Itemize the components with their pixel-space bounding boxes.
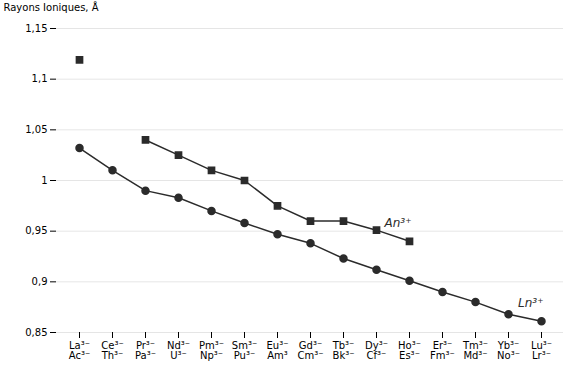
svg-text:Sm³⁻Pu³⁻: Sm³⁻Pu³⁻	[232, 340, 257, 361]
svg-text:Dy³⁻Cf³⁻: Dy³⁻Cf³⁻	[365, 340, 388, 361]
svg-text:An³⁺: An³⁺	[384, 216, 412, 230]
svg-text:Tb³⁻Bk³⁻: Tb³⁻Bk³⁻	[332, 340, 355, 361]
svg-text:1,15: 1,15	[25, 23, 47, 34]
svg-text:Yb³⁻No³⁻: Yb³⁻No³⁻	[497, 340, 520, 361]
svg-text:0,95: 0,95	[25, 225, 47, 236]
svg-text:1,1: 1,1	[32, 73, 48, 84]
svg-text:Lu³⁻Lr³⁻: Lu³⁻Lr³⁻	[531, 340, 552, 361]
svg-text:Pm³⁻Np³⁻: Pm³⁻Np³⁻	[199, 340, 224, 361]
svg-text:0,85: 0,85	[25, 327, 47, 338]
svg-text:0,9: 0,9	[32, 276, 48, 287]
svg-text:Ho³⁻Es³⁻: Ho³⁻Es³⁻	[398, 340, 421, 361]
svg-text:Eu³⁻Am³: Eu³⁻Am³	[267, 340, 289, 361]
svg-text:1: 1	[41, 175, 47, 186]
svg-text:Tm³⁻Md³⁻: Tm³⁻Md³⁻	[462, 340, 488, 361]
svg-text:Ce³⁻Th³⁻: Ce³⁻Th³⁻	[101, 340, 124, 361]
svg-text:La³⁻Ac³⁻: La³⁻Ac³⁻	[69, 340, 90, 361]
svg-text:Ln³⁺: Ln³⁺	[518, 296, 543, 310]
svg-text:Gd³⁻Cm³⁻: Gd³⁻Cm³⁻	[297, 340, 323, 361]
svg-text:Rayons Ioniques, Å: Rayons Ioniques, Å	[4, 1, 99, 13]
svg-text:Er³⁻Fm³⁻: Er³⁻Fm³⁻	[430, 340, 455, 361]
svg-text:Pr³⁻Pa³⁻: Pr³⁻Pa³⁻	[135, 340, 156, 361]
svg-text:Nd³⁻U³⁻: Nd³⁻U³⁻	[167, 340, 190, 361]
svg-text:1,05: 1,05	[25, 124, 47, 135]
